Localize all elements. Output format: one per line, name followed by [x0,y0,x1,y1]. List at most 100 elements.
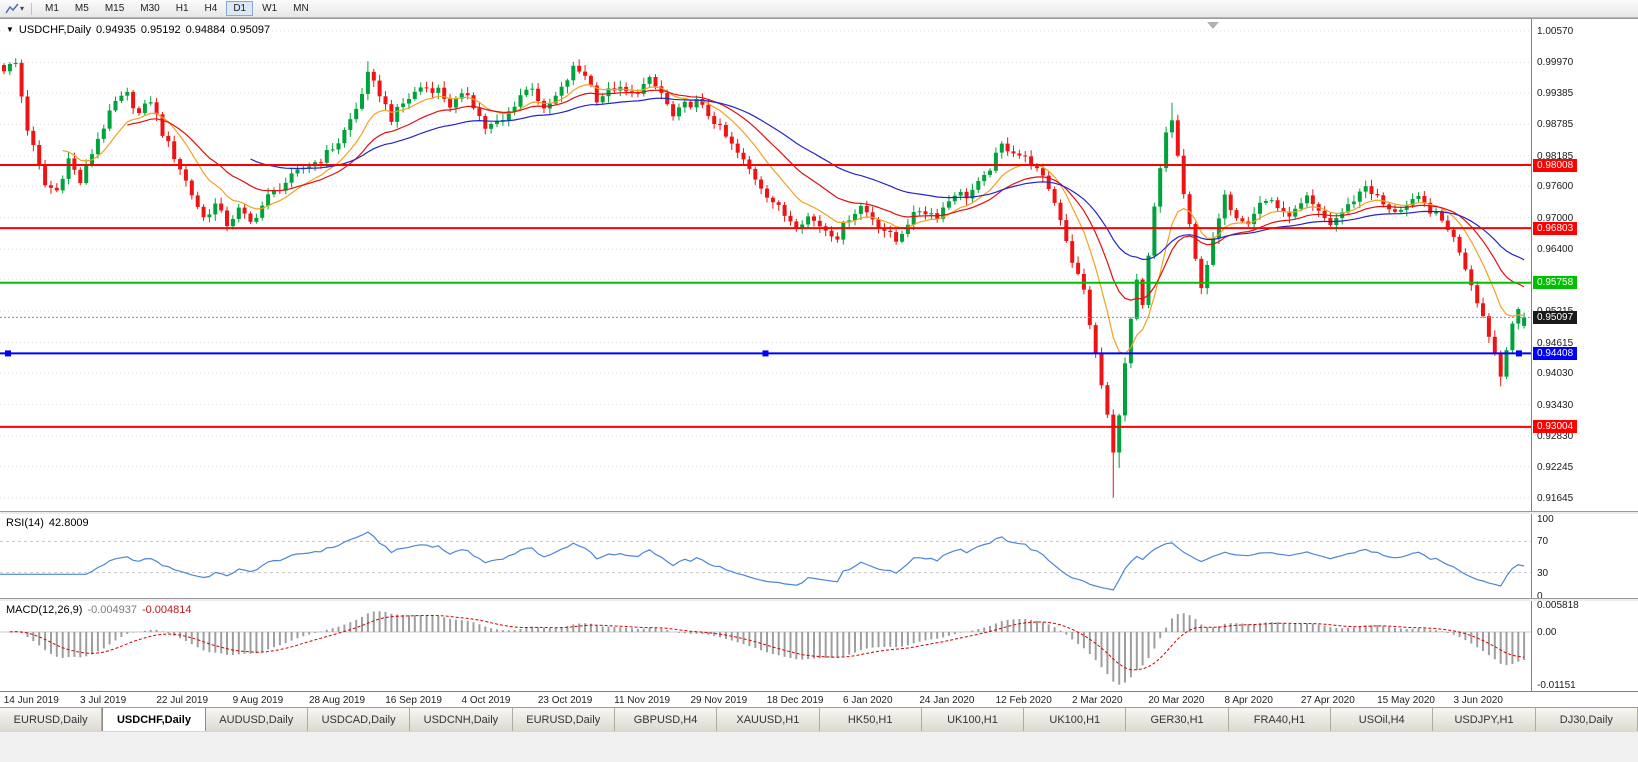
tab-gbpusd-h4[interactable]: GBPUSD,H4 [614,708,718,731]
time-label: 20 Mar 2020 [1148,695,1205,706]
rsi-scale[interactable]: 100 70 30 0 [1531,514,1638,602]
time-label: 3 Jul 2019 [80,695,127,706]
macd-label: MACD(12,26,9) [6,604,83,616]
chart-tool-icon[interactable] [4,2,20,16]
price-scale-label: 0.98185 [1537,150,1574,162]
price-scale-label: 0.92245 [1537,461,1574,473]
ohlc-low-value: 0.94884 [185,24,226,36]
macd-scale-label: -0.01151 [1537,679,1576,691]
timeframe-button-m5[interactable]: M5 [68,1,96,16]
tab-usdcad-daily[interactable]: USDCAD,Daily [307,708,411,731]
time-label: 16 Sep 2019 [385,695,442,706]
ohlc-open-value: 0.94935 [96,24,136,36]
tab-usoil-h4[interactable]: USOil,H4 [1331,708,1434,731]
timeframe-buttons: M1 M5 M15 M30 H1 H4 D1 W1 MN [37,1,317,16]
moving-average-line [250,97,1525,261]
time-label: 23 Oct 2019 [537,695,593,706]
time-label: 18 Dec 2019 [766,695,824,706]
rsi-line [0,531,1525,591]
tab-hk50-h1[interactable]: HK50,H1 [819,708,922,731]
tab-xauusd-h1[interactable]: XAUUSD,H1 [717,708,820,731]
rsi-scale-label: 0 [1537,591,1543,602]
time-label: 22 Jul 2019 [156,695,209,706]
timeframe-button-m1[interactable]: M1 [38,1,66,16]
tab-usdjpy-h1[interactable]: USDJPY,H1 [1433,708,1536,731]
chart-tabs-bar: EURUSD,Daily USDCHF,Daily AUDUSD,Daily USDC… [0,707,1638,731]
moving-average-line [62,84,1525,355]
rsi-current-value: 42.8009 [48,517,89,529]
time-label: 11 Nov 2019 [614,695,671,706]
tab-uk100-h1[interactable]: UK100,H1 [1024,708,1127,731]
chart-area[interactable]: 1.00570 0.99970 0.99385 0.98785 0.98185 0.976… [0,18,1638,708]
line-selection-handle [1516,350,1522,357]
chart-collapse-arrow-icon: ▼ [6,25,14,34]
rsi-indicator-canvas[interactable] [0,514,1531,598]
timeframe-button-mn[interactable]: MN [286,1,316,16]
rsi-scale-label: 100 [1537,514,1554,525]
time-label: 9 Aug 2019 [232,695,284,706]
price-scale-label: 0.94615 [1537,337,1574,349]
time-label: 3 Jun 2020 [1453,695,1503,706]
chart-shift-marker-icon [1207,22,1219,29]
status-area [0,731,1638,762]
tab-fra40-h1[interactable]: FRA40,H1 [1228,708,1332,731]
tab-dj30-daily[interactable]: DJ30,Daily [1535,708,1638,731]
rsi-header: RSI(14) 42.8009 [6,517,94,529]
macd-header: MACD(12,26,9) -0.004937 -0.004814 [6,604,197,616]
tab-audusd-daily[interactable]: AUDUSD,Daily [205,708,308,731]
time-label: 14 Jun 2019 [3,695,59,706]
toolbar-separator [31,2,33,15]
price-scale-label: 0.97600 [1537,181,1574,193]
main-chart-canvas[interactable] [0,19,1531,511]
macd-scale-label: 0.005818 [1537,600,1579,612]
hline-price-badge: 0.98008 [1533,158,1578,172]
time-label: 28 Aug 2019 [308,695,366,706]
macd-scale-label: 0.00 [1537,627,1557,638]
moving-average-line [127,89,1525,301]
timeframe-button-w1[interactable]: W1 [255,1,284,16]
timeframe-button-d1[interactable]: D1 [226,1,254,16]
macd-signal-line [9,615,1525,671]
rsi-scale-label: 70 [1537,536,1549,548]
hline-price-badge: 0.96803 [1533,221,1578,235]
price-scale-label: 0.98785 [1537,119,1574,131]
tab-eurusd-daily[interactable]: EURUSD,Daily [0,708,103,731]
toolbar-dropdown-caret-icon[interactable]: ▾ [20,4,25,13]
timeframe-button-m15[interactable]: M15 [98,1,131,16]
time-label: 8 Apr 2020 [1224,695,1273,706]
price-scale-label: 0.92830 [1537,430,1574,442]
time-label: 27 Apr 2020 [1300,695,1355,706]
tab-usdcnh-daily[interactable]: USDCNH,Daily [410,708,513,731]
macd-scale[interactable]: 0.005818 0.00 -0.01151 [1531,600,1638,691]
price-scale-label: 0.91645 [1537,493,1574,504]
ohlc-close-value: 0.95097 [230,24,271,36]
price-scale-label: 0.94030 [1537,368,1574,380]
hline-price-badge: 0.94408 [1533,346,1578,360]
price-scale[interactable]: 1.00570 0.99970 0.99385 0.98785 0.98185 0.976… [1531,19,1638,511]
rsi-scale-label: 30 [1537,567,1549,579]
tab-uk100-h1[interactable]: UK100,H1 [921,708,1025,731]
timeframes-toolbar: ▾ M1 M5 M15 M30 H1 H4 D1 W1 MN [0,0,1638,18]
tab-eurusd-daily[interactable]: EURUSD,Daily [512,708,615,731]
time-scale[interactable]: 14 Jun 2019 3 Jul 2019 22 Jul 2019 9 Aug 20… [0,691,1638,708]
tab-ger30-h1[interactable]: GER30,H1 [1126,708,1229,731]
time-label: 29 Nov 2019 [690,695,748,706]
chart-header: ▼ USDCHF,Daily 0.94935 0.95192 0.94884 0.9509… [6,24,275,36]
price-scale-label: 0.96400 [1537,244,1574,256]
timeframe-button-h4[interactable]: H4 [198,1,225,16]
panel-splitter[interactable] [0,598,1638,601]
price-scale-label: 0.99970 [1537,57,1574,69]
macd-indicator-canvas[interactable] [0,601,1531,691]
price-scale-label: 0.93430 [1537,399,1574,411]
tab-usdchf-daily[interactable]: USDCHF,Daily [102,708,206,731]
bid-price-badge: 0.95097 [1533,310,1578,324]
price-scale-label: 1.00570 [1537,26,1574,37]
line-selection-handle [762,350,769,357]
time-label: 24 Jan 2020 [919,695,975,706]
rsi-label: RSI(14) [6,517,44,529]
timeframe-button-h1[interactable]: H1 [169,1,196,16]
price-scale-label: 0.97000 [1537,212,1574,224]
panel-splitter[interactable] [0,511,1638,514]
timeframe-button-m30[interactable]: M30 [133,1,166,16]
